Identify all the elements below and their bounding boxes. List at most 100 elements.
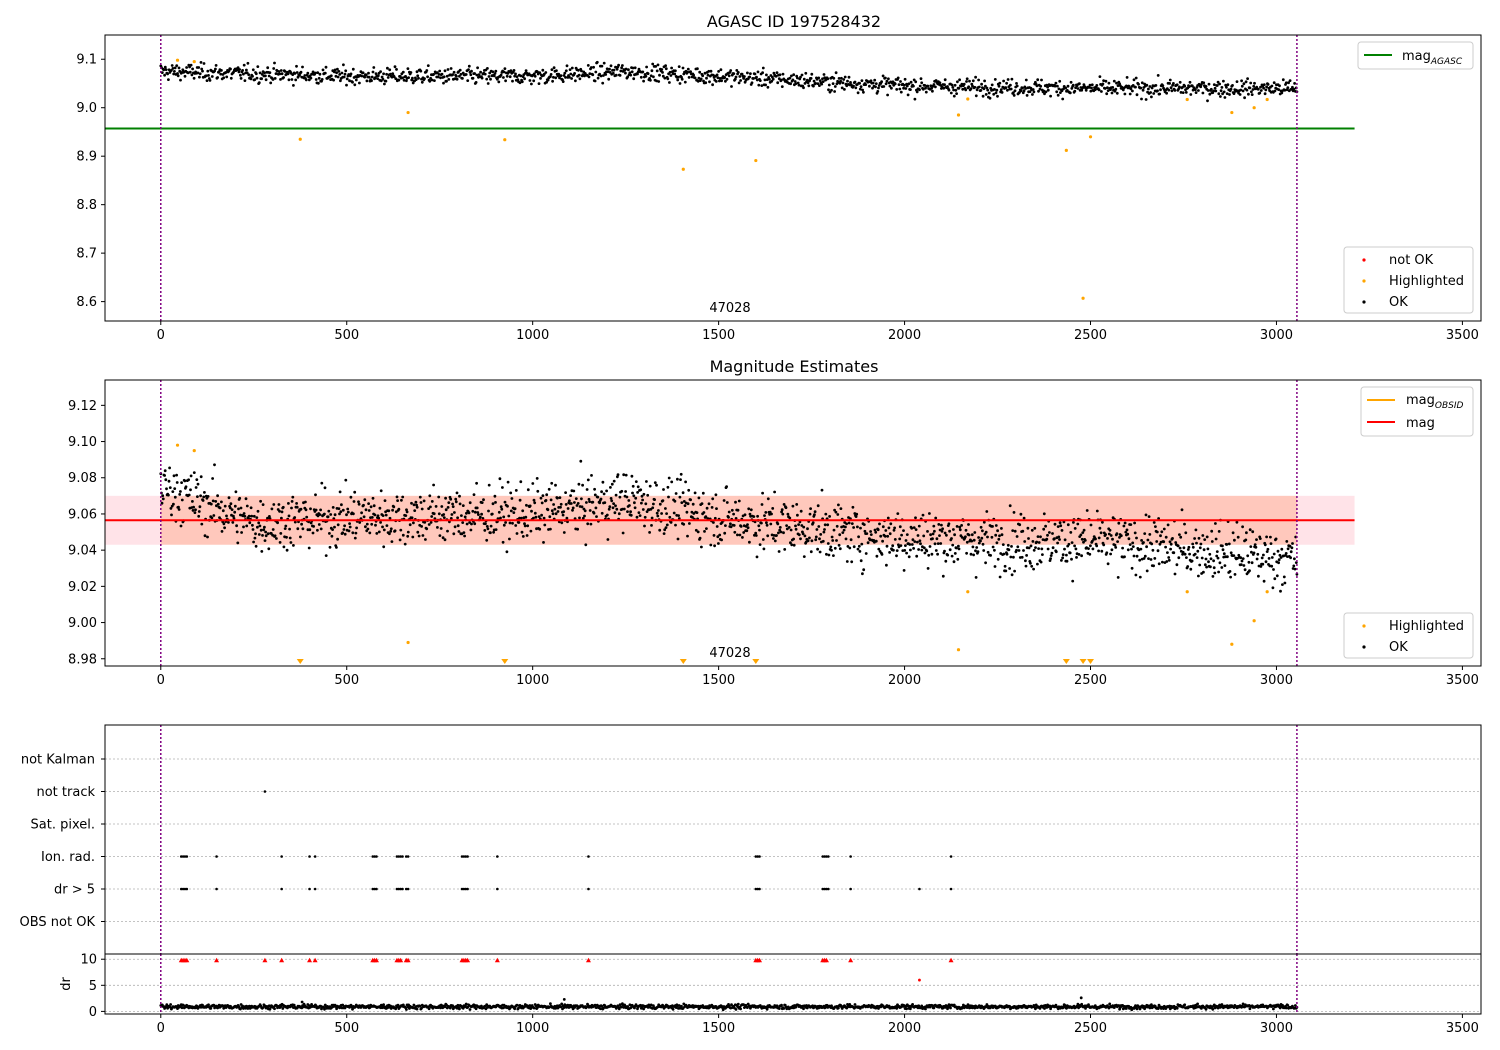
ok-point: [681, 491, 685, 495]
ok-point: [1266, 547, 1270, 551]
ok-point: [565, 516, 569, 520]
x-tick-label: 2000: [888, 328, 921, 343]
ok-point: [438, 69, 442, 73]
ok-point: [1213, 86, 1217, 90]
highlighted-point: [681, 167, 685, 171]
ok-point: [458, 494, 461, 498]
ok-point: [189, 63, 193, 67]
ok-point: [905, 551, 908, 555]
ok-point: [705, 506, 709, 510]
ok-point: [214, 500, 218, 503]
ok-point: [714, 493, 718, 497]
ok-point: [475, 481, 478, 485]
ok-point: [506, 504, 509, 508]
ok-point: [171, 67, 175, 70]
ok-point: [1241, 89, 1245, 93]
ok-point: [172, 474, 176, 478]
ok-point: [993, 78, 997, 81]
ok-point: [213, 463, 216, 467]
ok-point: [523, 524, 527, 528]
ok-point: [1090, 86, 1093, 90]
ok-point: [1279, 556, 1283, 559]
ok-point: [1104, 79, 1108, 83]
ok-point: [880, 553, 884, 556]
ok-point: [1177, 556, 1181, 560]
ok-point: [948, 548, 952, 552]
ok-point: [191, 500, 194, 503]
ok-point: [1239, 556, 1243, 560]
ok-point: [491, 70, 495, 74]
ok-point: [409, 71, 413, 74]
ok-point: [198, 75, 201, 79]
ok-point: [1183, 552, 1187, 556]
x-tick-label: 0: [157, 328, 165, 343]
ok-point: [704, 515, 708, 518]
ok-point: [850, 522, 854, 525]
ok-point: [461, 521, 465, 524]
ok-point: [656, 63, 660, 67]
flag-point: [215, 855, 218, 858]
ok-point: [242, 525, 245, 529]
ok-point: [902, 569, 906, 572]
ok-point: [679, 478, 682, 481]
ok-point: [936, 552, 939, 556]
ok-point: [704, 81, 708, 85]
ok-point: [1015, 548, 1018, 552]
ok-point: [1245, 531, 1248, 535]
ok-point: [1099, 531, 1103, 535]
ok-point: [873, 528, 877, 532]
ok-point: [918, 84, 922, 88]
ok-point: [1124, 530, 1128, 534]
ok-point: [245, 504, 249, 508]
ok-point: [658, 528, 662, 532]
ok-point: [222, 522, 226, 526]
ok-point: [230, 508, 234, 511]
ok-point: [260, 550, 264, 553]
dr-point: [439, 1006, 442, 1010]
ok-point: [713, 544, 716, 548]
ok-point: [692, 73, 695, 77]
ok-point: [1293, 567, 1297, 571]
ok-point: [381, 525, 384, 529]
ok-point: [912, 84, 915, 88]
category-label: OBS not OK: [20, 915, 96, 930]
ok-point: [1012, 94, 1016, 97]
ok-point: [650, 69, 654, 73]
ok-point: [756, 70, 760, 74]
ok-point: [682, 522, 686, 526]
ok-point: [970, 533, 974, 537]
ok-point: [1157, 562, 1161, 566]
ok-point: [1255, 557, 1259, 561]
ok-point: [592, 511, 596, 515]
ok-point: [252, 514, 256, 518]
ok-point: [541, 68, 545, 72]
ok-point: [951, 86, 955, 89]
ok-point: [199, 475, 203, 479]
dr-point: [932, 1006, 936, 1010]
dr-point: [412, 1003, 416, 1007]
ok-point: [283, 70, 287, 73]
flag-point: [587, 887, 590, 891]
ok-point: [895, 549, 899, 552]
ok-point: [742, 531, 746, 534]
ok-point: [593, 487, 596, 491]
ok-point: [772, 71, 776, 75]
ok-point: [319, 527, 323, 531]
ok-point: [895, 88, 899, 91]
ok-point: [429, 521, 433, 524]
ok-point: [323, 486, 327, 490]
ok-point: [461, 504, 465, 507]
ok-point: [402, 78, 406, 82]
ok-point: [1039, 560, 1043, 564]
ok-point: [519, 480, 523, 484]
ok-point: [1242, 82, 1246, 86]
ok-point: [546, 508, 550, 512]
ok-point: [958, 78, 961, 82]
ok-point: [559, 74, 563, 77]
dr-point: [310, 1003, 313, 1006]
ok-point: [769, 522, 773, 526]
ok-point: [661, 71, 664, 74]
category-label: Sat. pixel.: [31, 818, 95, 833]
ok-point: [278, 509, 281, 513]
ok-point: [533, 74, 537, 78]
